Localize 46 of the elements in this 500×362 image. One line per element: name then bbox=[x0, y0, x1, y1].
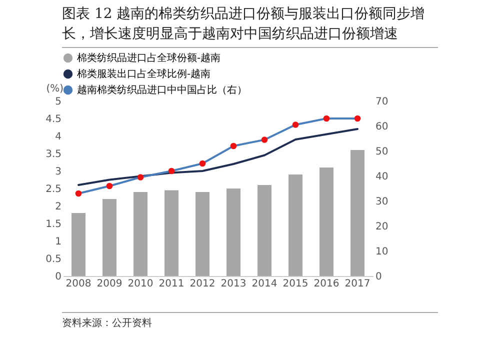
chart-title: 图表 12 越南的棉类纺织品进口份额与服装出口份额同步增长，增长速度明显高于越南对中国纺织品进口份额增速 bbox=[62, 4, 438, 48]
y-tick-label: 2.5 bbox=[46, 184, 62, 195]
y-tick-label: 3 bbox=[55, 166, 62, 178]
legend-label: 棉类纺织品进口占全球份额-越南 bbox=[77, 52, 221, 64]
y-tick-label: 4.5 bbox=[46, 114, 62, 125]
x-tick-label: 2009 bbox=[96, 278, 122, 290]
x-tick-label: 2013 bbox=[220, 278, 246, 290]
y2-tick-label: 10 bbox=[376, 246, 388, 258]
bar bbox=[226, 188, 240, 276]
bar bbox=[102, 199, 116, 276]
y-tick-label: 0 bbox=[55, 272, 62, 282]
y-tick-label: 1.5 bbox=[46, 219, 62, 230]
y2-tick-label: 50 bbox=[376, 146, 388, 158]
y-tick-label: 4 bbox=[55, 132, 62, 142]
bar bbox=[320, 168, 334, 276]
y2-tick-label: 60 bbox=[376, 122, 388, 132]
x-tick-label: 2014 bbox=[252, 278, 278, 290]
y-tick-label: 1 bbox=[55, 236, 62, 248]
bar bbox=[350, 150, 364, 276]
y-tick-label: 5 bbox=[55, 96, 62, 108]
y2-tick-label: 20 bbox=[376, 222, 388, 232]
y-tick-label: 3.5 bbox=[46, 149, 62, 160]
y-tick-label: 0.5 bbox=[46, 254, 62, 265]
y2-tick-label: 0 bbox=[376, 272, 382, 282]
y2-tick-label: 30 bbox=[376, 196, 388, 208]
y2-tick-label: 40 bbox=[376, 172, 388, 182]
x-tick-label: 2011 bbox=[158, 278, 184, 290]
x-tick-label: 2016 bbox=[314, 278, 340, 290]
y-axis-title: (%) bbox=[46, 84, 64, 94]
text: 资料来源：公开资料 bbox=[62, 312, 438, 330]
x-tick-label: 2017 bbox=[344, 278, 370, 290]
y-tick-label: 2 bbox=[55, 202, 62, 212]
x-tick-label: 2012 bbox=[190, 278, 216, 290]
line-series bbox=[78, 128, 358, 186]
bar bbox=[164, 190, 178, 276]
legend-label: 越南棉类纺织品进口中中国占比（右） bbox=[77, 84, 247, 96]
x-tick-label: 2008 bbox=[66, 278, 92, 290]
bar bbox=[72, 213, 86, 276]
bar bbox=[288, 174, 302, 276]
legend-label: 棉类服装出口占全球比例-越南 bbox=[77, 68, 211, 80]
bar bbox=[134, 192, 148, 276]
bar bbox=[196, 192, 210, 276]
x-tick-label: 2015 bbox=[282, 278, 308, 290]
y2-tick-label: 70 bbox=[376, 96, 388, 108]
x-tick-label: 2010 bbox=[128, 278, 154, 290]
bar bbox=[258, 185, 272, 276]
